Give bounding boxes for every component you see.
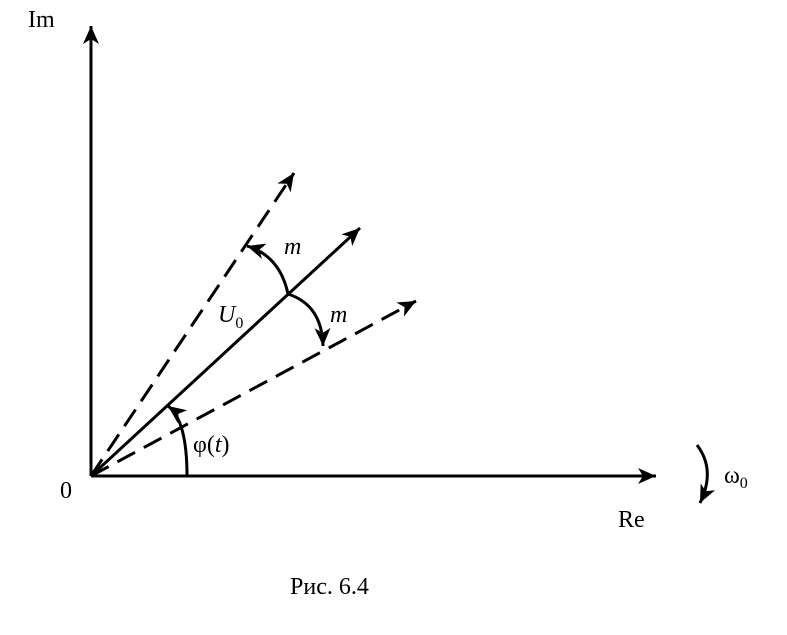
modulation-label-lower: m [330, 302, 347, 328]
real-axis-label: Re [618, 507, 645, 533]
omega-symbol: ω [724, 463, 740, 489]
imaginary-axis-label: Im [28, 7, 55, 33]
phase-symbol: φ [193, 432, 207, 458]
upper-dashed-vector [89, 172, 296, 477]
main-vector-label: U0 [218, 302, 243, 332]
omega-subscript: 0 [740, 475, 748, 492]
main-phasor-vector [89, 226, 362, 478]
phase-angle-arc [167, 404, 189, 477]
phase-label: φ(t) [193, 432, 230, 458]
main-vector-subscript: 0 [235, 315, 243, 332]
modulation-label-upper: m [284, 234, 301, 260]
omega-label: ω0 [724, 463, 748, 492]
phase-variable: t [215, 432, 223, 458]
phase-open-paren: ( [207, 432, 215, 458]
upper-modulation-arc [246, 243, 290, 295]
figure-caption: Рис. 6.4 [290, 574, 369, 600]
origin-label: 0 [60, 478, 72, 504]
phase-close-paren: ) [222, 432, 230, 458]
lower-dashed-vector [90, 299, 417, 478]
lower-modulation-arc [287, 292, 331, 347]
main-vector-symbol: U [218, 302, 237, 328]
rotation-arrow [695, 444, 716, 504]
